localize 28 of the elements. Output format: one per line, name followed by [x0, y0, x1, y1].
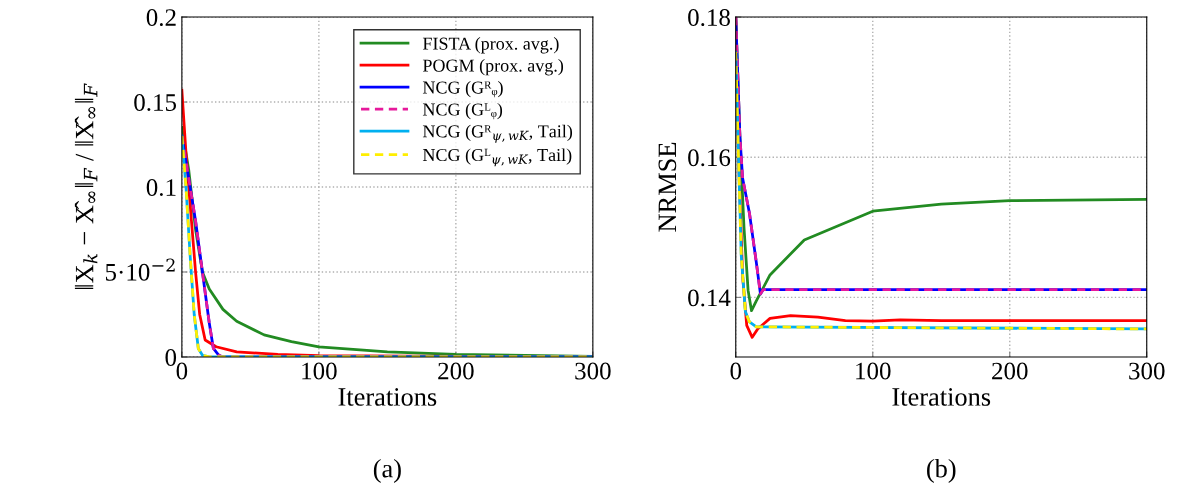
x-tick-label: 100	[302, 362, 337, 380]
y-tick-label: 5·10$^{−2}$	[105, 258, 175, 281]
legend-label: FISTA (prox. avg.)	[422, 37, 559, 54]
legend-label: NCG (Gᴸ$_{ψ,wK}$, Tail)	[422, 148, 572, 167]
text: (b)	[927, 458, 956, 483]
x-tick-label: 300	[1129, 362, 1165, 380]
x-tick-label: 100	[856, 362, 891, 380]
y-tick-label: 0.1	[146, 179, 176, 197]
y-tick-label: 0	[165, 349, 177, 366]
y-axis-title: NRMSE	[658, 142, 677, 232]
text: ‖X$_{k}$ − X̂$_{∞}$‖$_{F}$ / ‖X̂$_{∞}$‖$_{F}$	[74, 83, 98, 290]
x-tick-label: 0	[176, 362, 188, 380]
x-tick-label: 200	[992, 362, 1028, 380]
y-tick-label: 0.18	[688, 9, 730, 27]
x-tick-label: 0	[730, 362, 742, 380]
legend-label: POGM (prox. avg.)	[422, 58, 564, 76]
y-tick-label: 0.14	[688, 289, 731, 307]
x-tick-label: 300	[575, 362, 611, 380]
y-tick-label: 0.15	[134, 94, 177, 112]
legend-label: NCG (Gᴿ$_{ψ,wK}$, Tail)	[422, 124, 573, 143]
y-tick-label: 0.2	[146, 9, 176, 27]
x-tick-label: 200	[438, 362, 474, 380]
x-axis-title: Iterations	[892, 388, 991, 406]
x-axis-title: Iterations	[338, 388, 437, 406]
legend-label: NCG (Gᴿᵩ)	[422, 80, 503, 98]
y-tick-label: 0.16	[688, 149, 731, 167]
legend-label: NCG (Gᴸᵩ)	[422, 102, 503, 120]
text: (a)	[373, 458, 401, 483]
